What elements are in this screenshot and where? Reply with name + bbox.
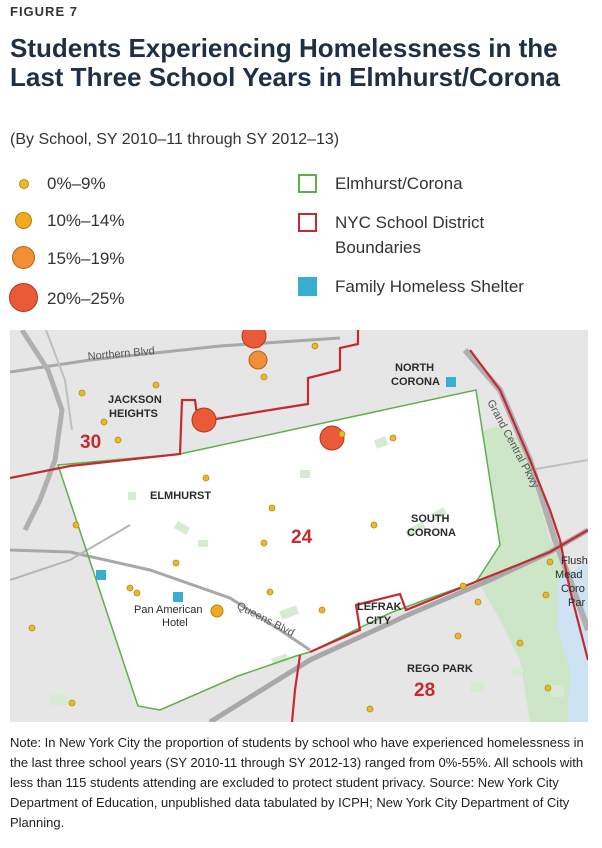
legend-label: 0%–9% [47, 174, 106, 193]
label-lefrak-1: LEFRAK [357, 601, 402, 613]
label-jackson-heights-1: JACKSON [108, 394, 162, 406]
legend-dot-large-icon [12, 246, 35, 269]
page-subtitle: (By School, SY 2010–11 through SY 2012–1… [10, 131, 340, 148]
legend-item-elmhurst-corona: Elmhurst/Corona [298, 171, 463, 196]
map: Northern Blvd Queens Blvd Grand Central … [10, 330, 588, 722]
label-lefrak-2: CITY [366, 615, 392, 627]
map-svg: Northern Blvd Queens Blvd Grand Central … [10, 330, 588, 722]
elmhurst-corona-area [58, 390, 500, 710]
label-south-corona-1: SOUTH [411, 513, 450, 525]
place-labels: Pan American Hotel Flush Mead Coro Par [134, 555, 588, 629]
label-flushing-4: Par [568, 597, 585, 609]
district-boundaries [10, 330, 588, 722]
label-rego-park: REGO PARK [407, 663, 473, 675]
schools-small [28, 342, 554, 713]
label-northern-blvd: Northern Blvd [87, 345, 155, 363]
shelter-pan-american [173, 592, 183, 602]
red-outline-square-icon [298, 213, 317, 232]
label-flushing-3: Coro [561, 583, 585, 595]
label-flushing-1: Flush [561, 555, 588, 567]
school-dot [210, 604, 224, 618]
legend-dot-small-icon [18, 179, 29, 189]
legend-label: Family Homeless Shelter [335, 277, 524, 296]
legend-item-20-25: 20%–25% [9, 283, 125, 312]
legend-item-15-19: 15%–19% [10, 246, 125, 271]
schools-large [191, 330, 345, 618]
neighborhood-labels: NORTH CORONA JACKSON HEIGHTS ELMHURST SO… [108, 362, 473, 675]
label-pan-american-1: Pan American [134, 604, 202, 616]
label-flushing-2: Mead [555, 569, 583, 581]
label-north-corona-1: NORTH [395, 362, 434, 374]
legend-dot-medium-icon [15, 212, 32, 229]
school-dot [191, 407, 217, 433]
label-north-corona-2: CORONA [391, 376, 440, 388]
shelter-north-corona [446, 377, 456, 387]
school-dot [319, 425, 345, 451]
legend-item-0-9: 0%–9% [10, 171, 106, 196]
district-30: 30 [80, 432, 101, 453]
page-title: Students Experiencing Homelessness in th… [10, 33, 560, 92]
shelter-square-icon [298, 277, 317, 296]
district-24: 24 [291, 527, 313, 548]
green-outline-square-icon [298, 174, 317, 193]
legend-item-10-14: 10%–14% [10, 208, 125, 233]
legend-label: 15%–19% [47, 249, 125, 268]
label-jackson-heights-2: HEIGHTS [109, 408, 158, 420]
district-numbers: 30 24 28 [80, 432, 435, 701]
shelters [96, 377, 456, 602]
elmhurst-corona-boundary [56, 389, 501, 711]
legend-dot-xlarge-icon [9, 283, 38, 312]
label-elmhurst: ELMHURST [150, 490, 211, 502]
park-patches [50, 436, 564, 705]
source-note: Note: In New York City the proportion of… [10, 735, 584, 830]
legend-item-district-boundaries: NYC School District Boundaries [298, 210, 565, 260]
legend-label: 10%–14% [47, 211, 125, 230]
district-28: 28 [414, 680, 435, 701]
legend-item-shelter: Family Homeless Shelter [298, 274, 524, 299]
legend-label: 20%–25% [47, 289, 125, 308]
legend-label: NYC School District Boundaries [335, 213, 485, 257]
label-south-corona-2: CORONA [407, 527, 456, 539]
label-pan-american-2: Hotel [162, 617, 188, 629]
shelter-west [96, 570, 106, 580]
figure-label: FIGURE 7 [10, 4, 78, 19]
school-dot [248, 350, 268, 370]
legend-label: Elmhurst/Corona [335, 174, 463, 193]
